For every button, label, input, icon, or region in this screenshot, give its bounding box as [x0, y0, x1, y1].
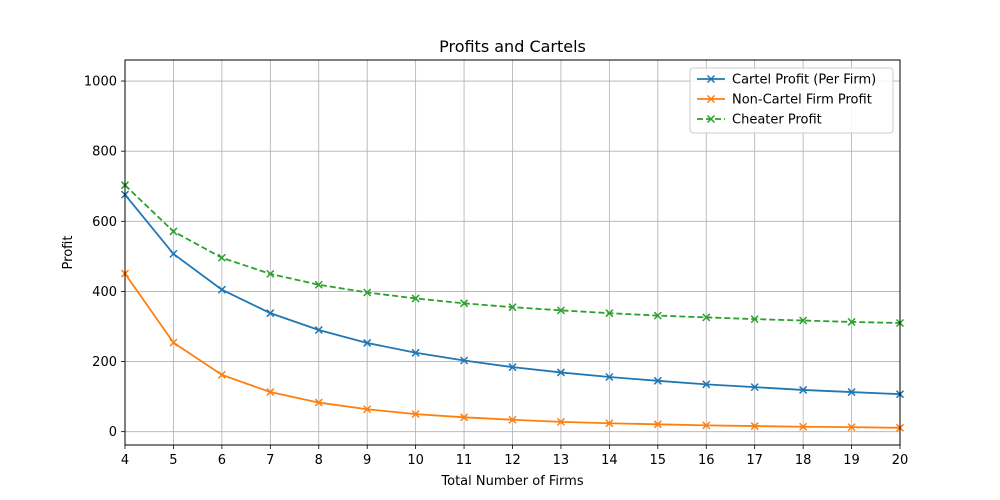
data-point	[556, 417, 565, 426]
data-point	[363, 338, 372, 347]
y-tick-label: 400	[92, 285, 117, 300]
data-point	[411, 294, 420, 303]
x-tick-label: 6	[218, 453, 226, 468]
data-point	[605, 419, 614, 428]
data-point	[460, 299, 469, 308]
data-point	[847, 388, 856, 397]
legend-label: Cartel Profit (Per Firm)	[732, 73, 876, 88]
data-point	[266, 388, 275, 397]
y-tick-label: 800	[92, 145, 117, 160]
legend-marker	[706, 94, 716, 104]
data-point	[363, 288, 372, 297]
legend-marker	[706, 114, 716, 124]
data-point	[508, 363, 517, 372]
axis-ticks: 4 5 6 7 8 9 10 11 12 13 14 15 16 17 18 19 20020040060080…	[84, 75, 908, 468]
data-point	[847, 317, 856, 326]
series-3	[120, 181, 905, 328]
legend-label: Cheater Profit	[732, 113, 822, 128]
legend-marker	[706, 74, 716, 84]
data-point	[702, 313, 711, 322]
legend-item: Cartel Profit (Per Firm)	[697, 73, 876, 88]
y-tick-label: 600	[92, 215, 117, 230]
x-tick-label: 10	[407, 453, 424, 468]
data-point	[799, 316, 808, 325]
data-point	[750, 315, 759, 324]
data-point	[799, 422, 808, 431]
legend-frame	[689, 67, 894, 134]
x-tick-label: 9	[363, 453, 371, 468]
legend-item: Non-Cartel Firm Profit	[697, 93, 872, 108]
data-point	[460, 356, 469, 365]
data-point	[653, 311, 662, 320]
data-point	[266, 269, 275, 278]
legend-item: Cheater Profit	[697, 113, 822, 128]
x-tick-label: 4	[121, 453, 129, 468]
x-tick-label: 19	[843, 453, 860, 468]
x-tick-label: 7	[266, 453, 274, 468]
data-point	[217, 253, 226, 262]
x-tick-label: 8	[315, 453, 323, 468]
legend: Cartel Profit (Per Firm) Non-Cartel Firm …	[689, 67, 894, 134]
series-layer	[120, 181, 905, 432]
data-point	[460, 413, 469, 422]
chart-title: Profits and Cartels	[439, 37, 586, 56]
data-point	[411, 348, 420, 357]
data-point	[556, 368, 565, 377]
data-point	[653, 376, 662, 385]
data-point	[169, 338, 178, 347]
y-tick-label: 1000	[84, 75, 117, 90]
data-point	[702, 421, 711, 430]
data-point	[217, 370, 226, 379]
data-point	[799, 385, 808, 394]
data-point	[605, 372, 614, 382]
data-point	[314, 398, 323, 407]
data-point	[314, 280, 323, 289]
x-tick-label: 17	[746, 453, 763, 468]
series-2	[120, 269, 905, 432]
data-point	[169, 249, 178, 258]
data-point	[169, 227, 178, 236]
data-point	[847, 423, 856, 432]
data-point	[508, 415, 517, 424]
data-point	[556, 306, 565, 315]
data-point	[653, 420, 662, 429]
y-axis-label: Profit	[61, 236, 76, 270]
y-tick-label: 200	[92, 355, 117, 370]
data-point	[750, 383, 759, 392]
data-point	[411, 410, 420, 419]
data-point	[508, 303, 517, 312]
x-tick-label: 20	[892, 453, 909, 468]
x-tick-label: 12	[504, 453, 521, 468]
y-tick-label: 0	[109, 425, 117, 440]
data-point	[314, 325, 323, 335]
data-point	[750, 422, 759, 431]
data-point	[702, 380, 711, 389]
data-point	[266, 309, 275, 318]
x-tick-label: 16	[698, 453, 715, 468]
x-tick-label: 5	[169, 453, 177, 468]
x-tick-label: 18	[795, 453, 812, 468]
data-point	[363, 405, 372, 414]
data-point	[217, 285, 226, 294]
x-axis-label: Total Number of Firms	[440, 474, 583, 489]
data-point	[605, 309, 614, 318]
x-tick-label: 11	[456, 453, 473, 468]
legend-label: Non-Cartel Firm Profit	[732, 93, 872, 108]
x-tick-label: 14	[601, 453, 618, 468]
x-tick-label: 13	[553, 453, 570, 468]
x-tick-label: 15	[650, 453, 667, 468]
